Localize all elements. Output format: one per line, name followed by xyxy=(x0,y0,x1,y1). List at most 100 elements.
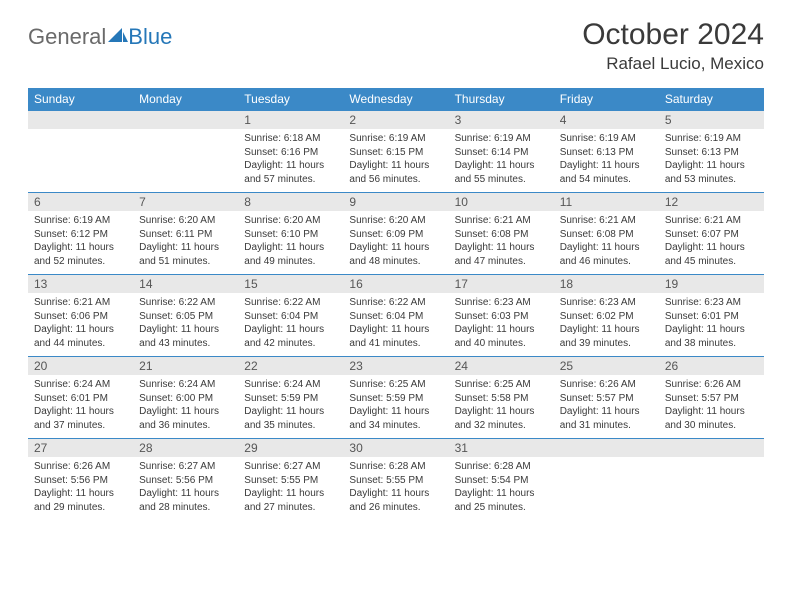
sunrise-line: Sunrise: 6:23 AM xyxy=(455,296,548,310)
calendar-day-cell: 8Sunrise: 6:20 AMSunset: 6:10 PMDaylight… xyxy=(238,192,343,274)
logo: General Blue xyxy=(28,18,172,50)
daylight-line: Daylight: 11 hours and 32 minutes. xyxy=(455,405,548,432)
day-number: 27 xyxy=(28,438,133,457)
day-number: 12 xyxy=(659,192,764,211)
calendar-day-cell: 21Sunrise: 6:24 AMSunset: 6:00 PMDayligh… xyxy=(133,356,238,438)
calendar-day-cell: 31 Sunrise: 6:28 AMSunset: 5:54 PMDayligh… xyxy=(449,438,554,520)
day-details: Sunrise: 6:21 AMSunset: 6:06 PMDaylight:… xyxy=(28,293,133,352)
weekday-header-row: SundayMondayTuesdayWednesdayThursdayFrid… xyxy=(28,88,764,110)
calendar-week-row: 27Sunrise: 6:26 AMSunset: 5:56 PMDayligh… xyxy=(28,438,764,520)
daylight-line: Daylight: 11 hours and 53 minutes. xyxy=(665,159,758,186)
sunrise-line: Sunrise: 6:20 AM xyxy=(139,214,232,228)
sunset-line: Sunset: 6:02 PM xyxy=(560,310,653,324)
sunrise-line: Sunrise: 6:21 AM xyxy=(665,214,758,228)
sunrise-line: Sunrise: 6:26 AM xyxy=(665,378,758,392)
sunrise-line: Sunrise: 6:21 AM xyxy=(560,214,653,228)
sunrise-line: Sunrise: 6:22 AM xyxy=(139,296,232,310)
day-number: 26 xyxy=(659,356,764,375)
day-details: Sunrise: 6:23 AMSunset: 6:02 PMDaylight:… xyxy=(554,293,659,352)
calendar-day-cell: 10Sunrise: 6:21 AMSunset: 6:08 PMDayligh… xyxy=(449,192,554,274)
sunrise-line: Sunrise: 6:24 AM xyxy=(244,378,337,392)
calendar-day-cell: 4Sunrise: 6:19 AMSunset: 6:13 PMDaylight… xyxy=(554,110,659,192)
sunrise-line: Sunrise: 6:26 AM xyxy=(560,378,653,392)
weekday-header: Tuesday xyxy=(238,88,343,110)
sunset-line: Sunset: 6:01 PM xyxy=(665,310,758,324)
logo-text-2: Blue xyxy=(128,24,172,50)
sunset-line: Sunset: 5:55 PM xyxy=(244,474,337,488)
day-number: 22 xyxy=(238,356,343,375)
day-details: Sunrise: 6:27 AMSunset: 5:56 PMDaylight:… xyxy=(133,457,238,516)
calendar-week-row: 6Sunrise: 6:19 AMSunset: 6:12 PMDaylight… xyxy=(28,192,764,274)
sunrise-line: Sunrise: 6:20 AM xyxy=(244,214,337,228)
daylight-line: Daylight: 11 hours and 46 minutes. xyxy=(560,241,653,268)
day-details: Sunrise: 6:22 AMSunset: 6:04 PMDaylight:… xyxy=(343,293,448,352)
sunrise-line: Sunrise: 6:22 AM xyxy=(349,296,442,310)
calendar-day-cell: 12Sunrise: 6:21 AMSunset: 6:07 PMDayligh… xyxy=(659,192,764,274)
sunset-line: Sunset: 5:56 PM xyxy=(139,474,232,488)
sunset-line: Sunset: 6:08 PM xyxy=(560,228,653,242)
calendar-day-cell: 1Sunrise: 6:18 AMSunset: 6:16 PMDaylight… xyxy=(238,110,343,192)
day-details: Sunrise: 6:25 AMSunset: 5:59 PMDaylight:… xyxy=(343,375,448,434)
day-number: 28 xyxy=(133,438,238,457)
sunrise-line: Sunrise: 6:25 AM xyxy=(349,378,442,392)
sunrise-line: Sunrise: 6:19 AM xyxy=(665,132,758,146)
sunset-line: Sunset: 6:06 PM xyxy=(34,310,127,324)
day-number: 10 xyxy=(449,192,554,211)
calendar-day-cell: 3Sunrise: 6:19 AMSunset: 6:14 PMDaylight… xyxy=(449,110,554,192)
sunset-line: Sunset: 5:57 PM xyxy=(560,392,653,406)
day-number: 11 xyxy=(554,192,659,211)
sunset-line: Sunset: 6:14 PM xyxy=(455,146,548,160)
calendar-empty-cell xyxy=(659,438,764,520)
day-number: 9 xyxy=(343,192,448,211)
daylight-line: Daylight: 11 hours and 38 minutes. xyxy=(665,323,758,350)
day-details: Sunrise: 6:22 AMSunset: 6:04 PMDaylight:… xyxy=(238,293,343,352)
sunrise-line: Sunrise: 6:23 AM xyxy=(665,296,758,310)
calendar-day-cell: 13Sunrise: 6:21 AMSunset: 6:06 PMDayligh… xyxy=(28,274,133,356)
day-details: Sunrise: 6:18 AMSunset: 6:16 PMDaylight:… xyxy=(238,129,343,188)
calendar-week-row: 20Sunrise: 6:24 AMSunset: 6:01 PMDayligh… xyxy=(28,356,764,438)
sunrise-line: Sunrise: 6:19 AM xyxy=(34,214,127,228)
day-details: Sunrise: 6:21 AMSunset: 6:07 PMDaylight:… xyxy=(659,211,764,270)
daylight-line: Daylight: 11 hours and 41 minutes. xyxy=(349,323,442,350)
sunset-line: Sunset: 5:56 PM xyxy=(34,474,127,488)
day-number: 19 xyxy=(659,274,764,293)
sunrise-line: Sunrise: 6:19 AM xyxy=(349,132,442,146)
calendar-day-cell: 16Sunrise: 6:22 AMSunset: 6:04 PMDayligh… xyxy=(343,274,448,356)
calendar-day-cell: 22Sunrise: 6:24 AMSunset: 5:59 PMDayligh… xyxy=(238,356,343,438)
day-details: Sunrise: 6:21 AMSunset: 6:08 PMDaylight:… xyxy=(554,211,659,270)
daylight-line: Daylight: 11 hours and 36 minutes. xyxy=(139,405,232,432)
day-number: 21 xyxy=(133,356,238,375)
weekday-header: Monday xyxy=(133,88,238,110)
calendar-day-cell: 23Sunrise: 6:25 AMSunset: 5:59 PMDayligh… xyxy=(343,356,448,438)
calendar-day-cell: 9Sunrise: 6:20 AMSunset: 6:09 PMDaylight… xyxy=(343,192,448,274)
calendar-week-row: 13Sunrise: 6:21 AMSunset: 6:06 PMDayligh… xyxy=(28,274,764,356)
daylight-line: Daylight: 11 hours and 26 minutes. xyxy=(349,487,442,514)
sunrise-line: Sunrise: 6:28 AM xyxy=(455,460,548,474)
day-number: 31 xyxy=(449,438,554,457)
day-details: Sunrise: 6:26 AMSunset: 5:57 PMDaylight:… xyxy=(554,375,659,434)
weekday-header: Thursday xyxy=(449,88,554,110)
sunset-line: Sunset: 6:16 PM xyxy=(244,146,337,160)
day-number: 16 xyxy=(343,274,448,293)
day-number: 29 xyxy=(238,438,343,457)
daylight-line: Daylight: 11 hours and 37 minutes. xyxy=(34,405,127,432)
sunset-line: Sunset: 5:59 PM xyxy=(244,392,337,406)
day-details: Sunrise: 6:21 AMSunset: 6:08 PMDaylight:… xyxy=(449,211,554,270)
sunset-line: Sunset: 6:15 PM xyxy=(349,146,442,160)
day-number: 25 xyxy=(554,356,659,375)
calendar-day-cell: 14Sunrise: 6:22 AMSunset: 6:05 PMDayligh… xyxy=(133,274,238,356)
sunset-line: Sunset: 6:05 PM xyxy=(139,310,232,324)
logo-text-1: General xyxy=(28,24,106,50)
daylight-line: Daylight: 11 hours and 25 minutes. xyxy=(455,487,548,514)
calendar-day-cell: 11Sunrise: 6:21 AMSunset: 6:08 PMDayligh… xyxy=(554,192,659,274)
day-details: Sunrise: 6:19 AMSunset: 6:13 PMDaylight:… xyxy=(659,129,764,188)
day-number: 23 xyxy=(343,356,448,375)
day-details: Sunrise: 6:20 AMSunset: 6:10 PMDaylight:… xyxy=(238,211,343,270)
sunrise-line: Sunrise: 6:26 AM xyxy=(34,460,127,474)
sunrise-line: Sunrise: 6:19 AM xyxy=(455,132,548,146)
sunset-line: Sunset: 5:54 PM xyxy=(455,474,548,488)
day-number: 30 xyxy=(343,438,448,457)
sunset-line: Sunset: 6:07 PM xyxy=(665,228,758,242)
day-number: 5 xyxy=(659,110,764,129)
day-number: 15 xyxy=(238,274,343,293)
